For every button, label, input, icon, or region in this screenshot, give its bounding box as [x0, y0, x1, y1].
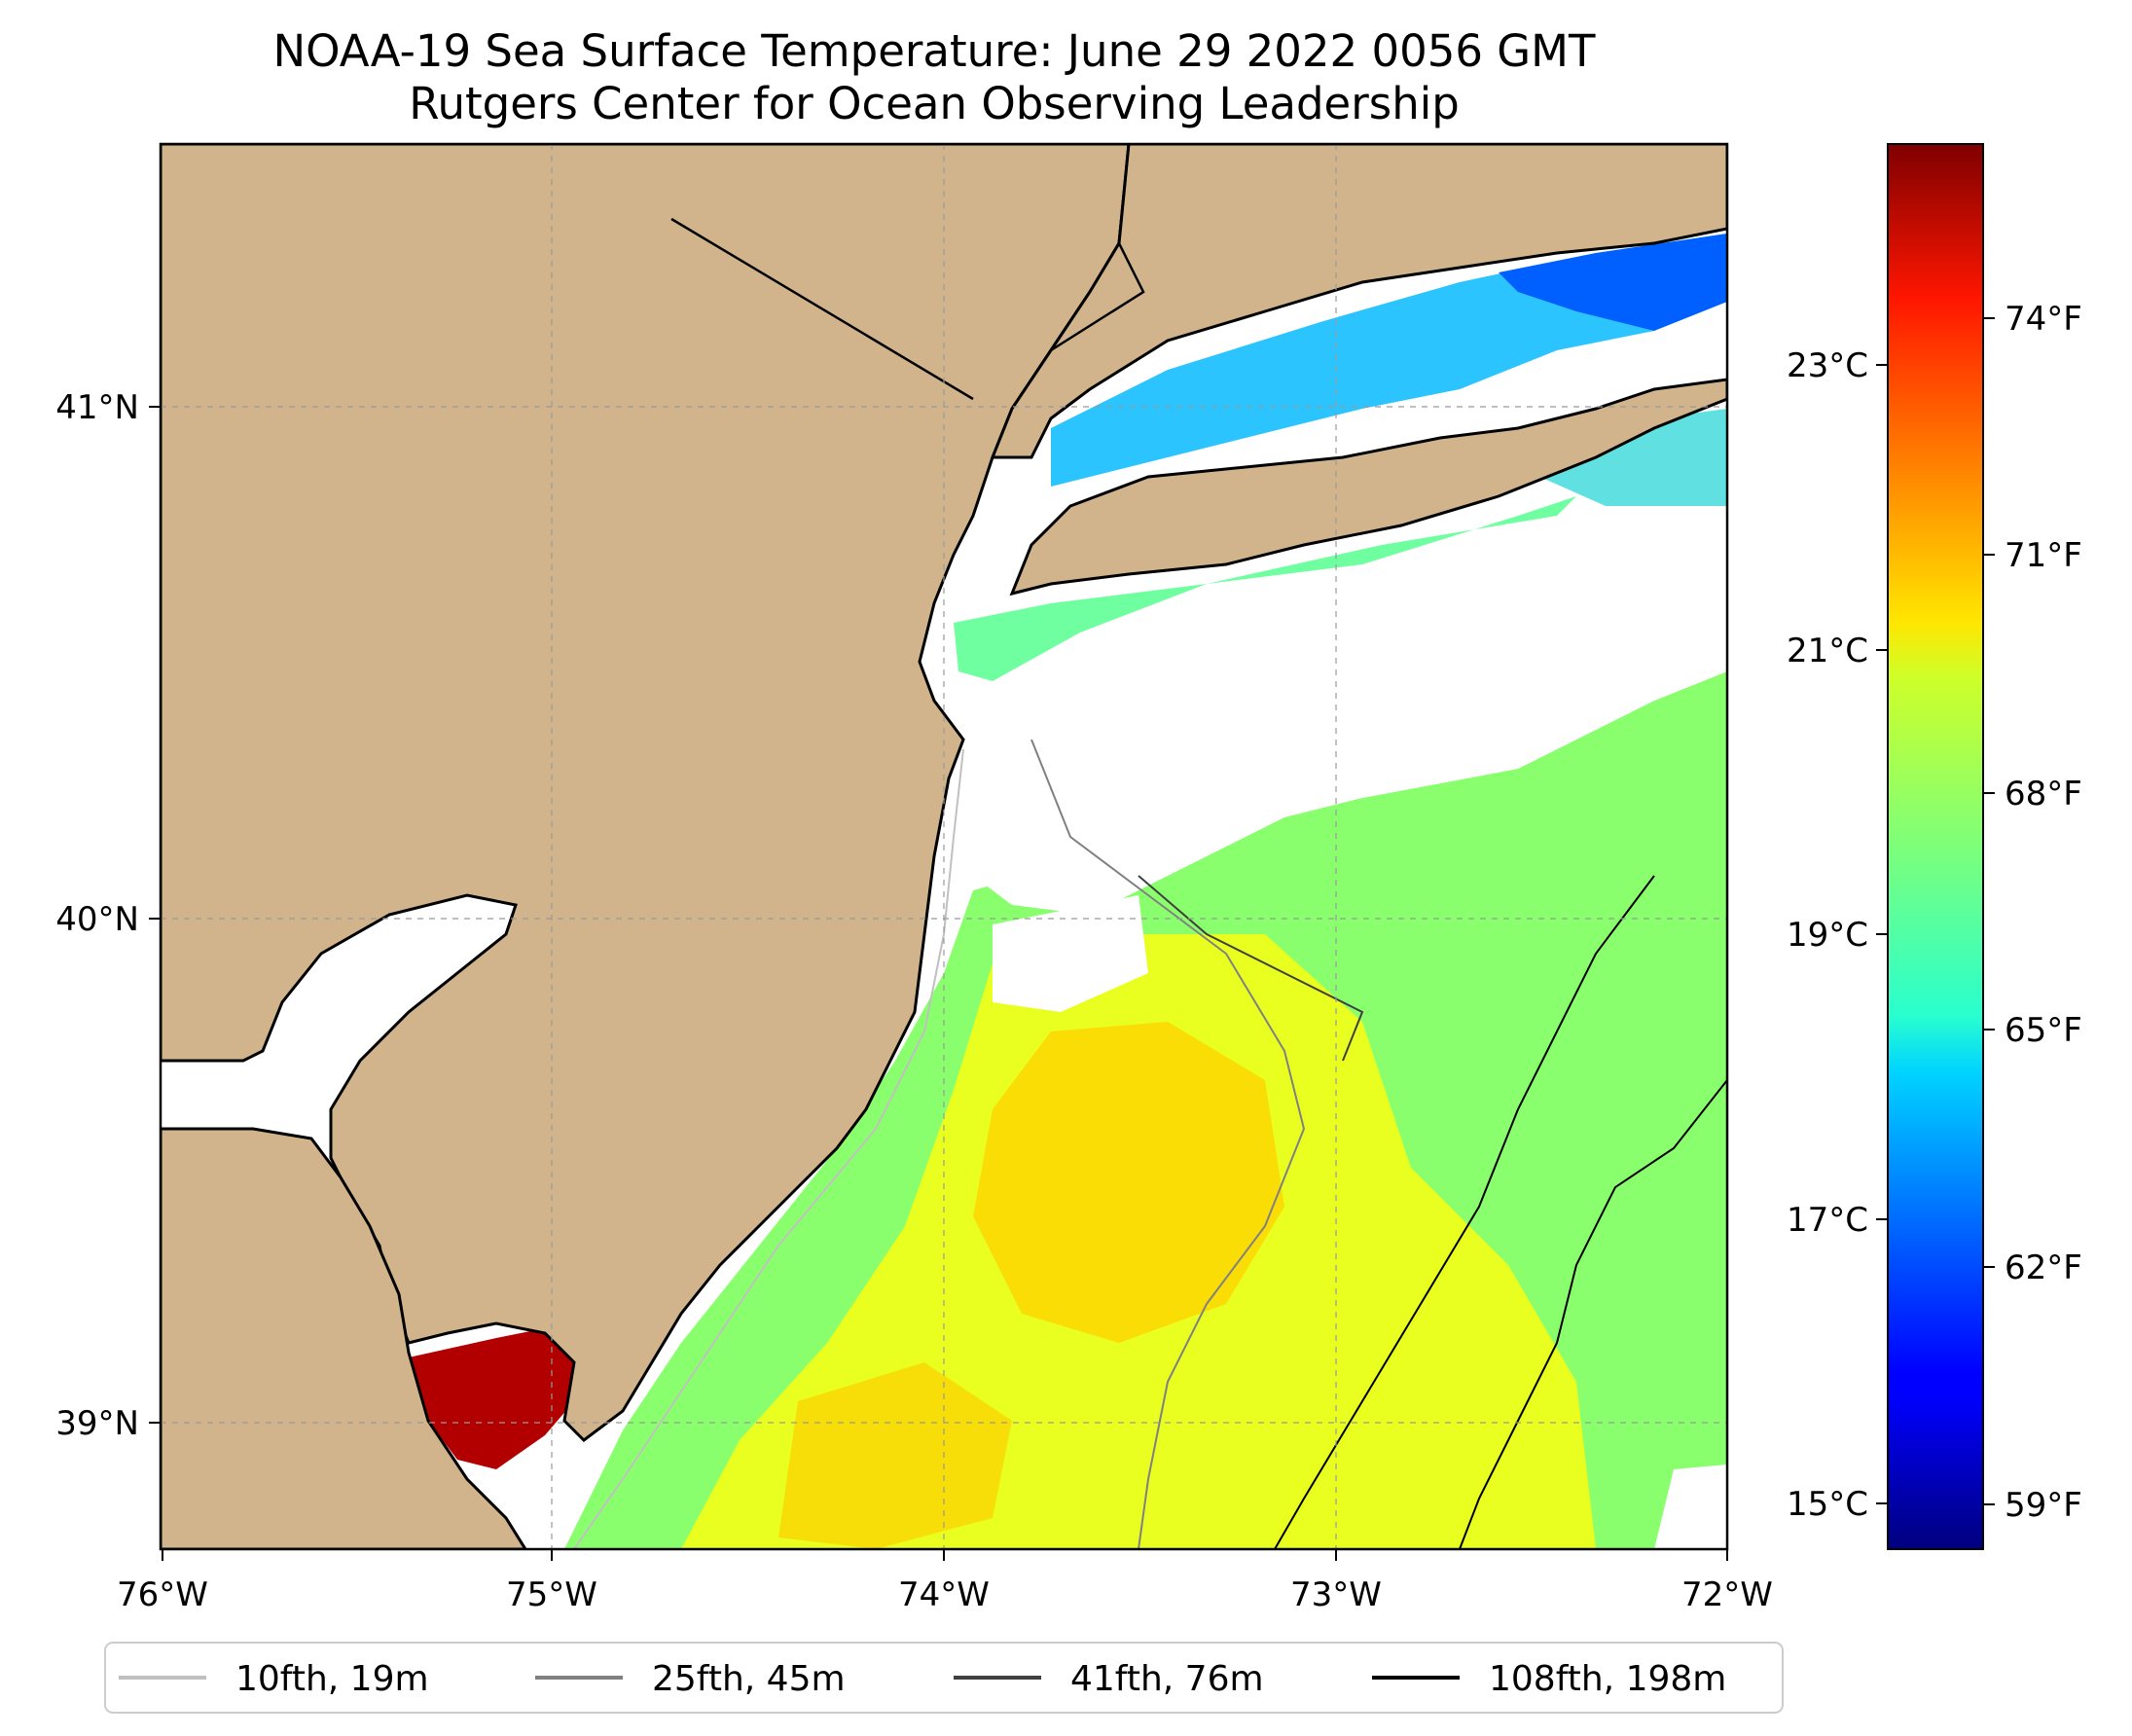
land-connecticut: [990, 144, 1727, 459]
celsius-label: 21°C: [1787, 632, 1868, 670]
legend-item: 10fth, 19m: [119, 1659, 429, 1699]
lon-label: 73°W: [1290, 1575, 1382, 1614]
chart-title: NOAA-19 Sea Surface Temperature: June 29…: [272, 25, 1596, 77]
colorbar: 23°C 21°C 19°C 17°C 15°C 74°F 71°F 68°F …: [1787, 143, 2082, 1550]
celsius-label: 15°C: [1787, 1485, 1868, 1524]
contour-10fth: [573, 748, 964, 1549]
legend-item: 108fth, 198m: [1372, 1659, 1726, 1699]
contour-41fth: [1138, 875, 1364, 1062]
legend-label: 41fth, 76m: [1070, 1659, 1264, 1699]
legend-label: 10fth, 19m: [235, 1659, 429, 1699]
lon-label: 74°W: [898, 1575, 990, 1614]
celsius-label: 17°C: [1787, 1201, 1868, 1240]
colorbar-gradient: [1887, 143, 1984, 1550]
state-borders: [670, 144, 1145, 401]
lat-label: 41°N: [55, 388, 139, 427]
sst-ny-bight: [954, 496, 1576, 681]
legend: 10fth, 19m 25fth, 45m 41fth, 76m 108fth,…: [104, 1642, 1784, 1714]
lat-label: 39°N: [55, 1404, 139, 1443]
bathymetry: [573, 739, 1727, 1549]
fahrenheit-label: 74°F: [2005, 300, 2082, 339]
contour-108fth-b: [1274, 875, 1655, 1549]
no-data-south: [1654, 1465, 1727, 1549]
sst-field: [409, 234, 1727, 1549]
contour-25fth: [1030, 739, 1306, 1549]
legend-label: 25fth, 45m: [652, 1659, 846, 1699]
land-long-island: [1009, 378, 1727, 597]
legend-box: [104, 1642, 1784, 1714]
lat-label: 40°N: [55, 900, 139, 939]
lat-axis: [149, 406, 161, 1424]
no-data-patch: [993, 895, 1148, 1012]
legend-item: 25fth, 45m: [535, 1659, 846, 1699]
lon-label: 72°W: [1681, 1575, 1773, 1614]
legend-item: 41fth, 76m: [954, 1659, 1264, 1699]
contour-108fth: [1459, 1079, 1727, 1549]
border-ny-nj: [670, 217, 974, 401]
fahrenheit-label: 68°F: [2005, 775, 2082, 814]
no-data-band: [973, 525, 1727, 915]
border-ny-ct: [1050, 144, 1145, 352]
lon-axis: [162, 1549, 1728, 1561]
sst-warm-core: [973, 1022, 1284, 1343]
chart-subtitle: Rutgers Center for Ocean Observing Leade…: [409, 78, 1460, 129]
land-new-jersey: [161, 144, 1131, 1442]
celsius-label: 19°C: [1787, 916, 1868, 955]
sst-li-sound-east: [1499, 234, 1727, 331]
land: [161, 144, 1727, 1549]
fahrenheit-label: 62°F: [2005, 1248, 2082, 1287]
sst-li-south: [1518, 409, 1727, 506]
graticule: [161, 144, 1727, 1549]
fahrenheit-label: 59°F: [2005, 1486, 2082, 1525]
celsius-label: 23°C: [1787, 346, 1868, 385]
lon-label: 75°W: [506, 1575, 597, 1614]
lon-label: 76°W: [117, 1575, 208, 1614]
fahrenheit-label: 65°F: [2005, 1011, 2082, 1050]
sst-warm-south: [778, 1362, 1012, 1549]
legend-label: 108fth, 198m: [1489, 1659, 1726, 1699]
fahrenheit-label: 71°F: [2005, 536, 2082, 575]
map-panel: [161, 144, 1727, 1549]
land-delmarva: [161, 1127, 527, 1549]
sst-delaware-bay: [409, 1328, 589, 1469]
